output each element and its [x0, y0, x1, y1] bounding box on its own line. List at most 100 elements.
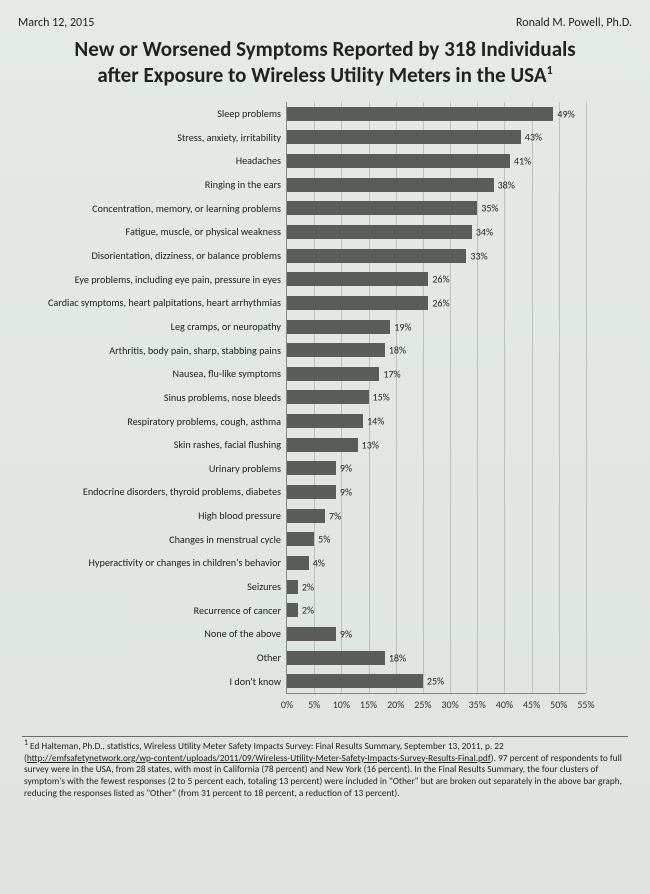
chart-bar — [287, 603, 298, 617]
chart-x-tick: 10% — [333, 698, 350, 711]
document-date: March 12, 2015 — [18, 16, 94, 30]
chart-row: Leg cramps, or neuropathy19% — [287, 315, 586, 339]
chart-x-tick: 5% — [308, 698, 320, 711]
chart-bar — [287, 178, 494, 192]
chart-bar — [287, 390, 369, 404]
chart-x-tick: 45% — [523, 698, 540, 711]
chart-row: Respiratory problems, cough, asthma14% — [287, 409, 586, 433]
chart-value-label: 26% — [432, 273, 449, 286]
chart-plot-area: 0%5%10%15%20%25%30%35%40%45%50%55%Sleep … — [286, 102, 586, 694]
chart-bar — [287, 532, 314, 546]
chart-row: Skin rashes, facial flushing13% — [287, 433, 586, 457]
chart-value-label: 25% — [427, 675, 444, 688]
chart-bar — [287, 627, 336, 641]
chart-x-tick: 30% — [441, 698, 458, 711]
chart-row-label: Recurrence of cancer — [33, 605, 287, 616]
chart-row: Sleep problems49% — [287, 102, 586, 126]
chart-bar — [287, 509, 325, 523]
chart-bar — [287, 461, 336, 475]
chart-x-tick: 50% — [550, 698, 567, 711]
footnote-separator — [22, 736, 628, 737]
chart-row-label: Stress, anxiety, irritability — [33, 132, 287, 143]
chart-bar — [287, 580, 298, 594]
chart-bar — [287, 485, 336, 499]
chart-row: I don't know25% — [287, 669, 586, 693]
chart-row: None of the above9% — [287, 622, 586, 646]
chart-bar — [287, 201, 477, 215]
chart-value-label: 34% — [476, 226, 493, 239]
header-row: March 12, 2015 Ronald M. Powell, Ph.D. — [18, 16, 632, 30]
chart-row: Seizures2% — [287, 575, 586, 599]
chart-value-label: 4% — [313, 556, 325, 569]
chart-row: Sinus problems, nose bleeds15% — [287, 386, 586, 410]
chart-row-label: Sinus problems, nose bleeds — [33, 392, 287, 403]
chart-row: Stress, anxiety, irritability43% — [287, 126, 586, 150]
chart-row-label: Seizures — [33, 581, 287, 592]
chart-row-label: Hyperactivity or changes in children's b… — [33, 557, 287, 568]
chart-row: Changes in menstrual cycle5% — [287, 528, 586, 552]
chart-row-label: Other — [33, 652, 287, 663]
chart-row: Nausea, flu-like symptoms17% — [287, 362, 586, 386]
chart-value-label: 7% — [329, 509, 341, 522]
chart-value-label: 2% — [302, 580, 314, 593]
chart-value-label: 35% — [481, 202, 498, 215]
chart-x-tick: 25% — [414, 698, 431, 711]
chart-row-label: Eye problems, including eye pain, pressu… — [33, 274, 287, 285]
chart-bar — [287, 438, 358, 452]
chart-value-label: 38% — [498, 178, 515, 191]
footnote: 1 Ed Halteman, Ph.D., statistics, Wirele… — [24, 739, 626, 799]
chart-row: Concentration, memory, or learning probl… — [287, 197, 586, 221]
chart-x-tick: 40% — [496, 698, 513, 711]
chart-row: Arthritis, body pain, sharp, stabbing pa… — [287, 338, 586, 362]
chart-row-label: Changes in menstrual cycle — [33, 534, 287, 545]
chart-value-label: 41% — [514, 155, 531, 168]
document-author: Ronald M. Powell, Ph.D. — [516, 16, 632, 30]
document-title: New or Worsened Symptoms Reported by 318… — [28, 36, 622, 88]
chart-bar — [287, 674, 423, 688]
chart-x-tick: 15% — [360, 698, 377, 711]
chart-value-label: 9% — [340, 627, 352, 640]
chart-row: Cardiac symptoms, heart palpitations, he… — [287, 291, 586, 315]
footnote-url: http://emfsafetynetwork.org/wp-content/u… — [27, 753, 491, 764]
chart-row-label: None of the above — [33, 628, 287, 639]
chart-value-label: 2% — [302, 604, 314, 617]
title-footnote-marker: 1 — [547, 64, 553, 78]
chart-bar — [287, 272, 428, 286]
chart-row: Eye problems, including eye pain, pressu… — [287, 267, 586, 291]
chart-bar — [287, 367, 379, 381]
chart-x-tick: 35% — [469, 698, 486, 711]
chart-gridline — [586, 102, 587, 693]
chart-row: Headaches41% — [287, 149, 586, 173]
chart-row-label: Urinary problems — [33, 463, 287, 474]
chart-value-label: 5% — [318, 533, 330, 546]
chart-value-label: 14% — [367, 415, 384, 428]
chart-value-label: 17% — [383, 367, 400, 380]
chart-x-tick: 55% — [577, 698, 594, 711]
chart-bar — [287, 107, 553, 121]
chart-bar — [287, 249, 466, 263]
chart-row: Urinary problems9% — [287, 457, 586, 481]
chart-row: Ringing in the ears38% — [287, 173, 586, 197]
symptom-bar-chart: 0%5%10%15%20%25%30%35%40%45%50%55%Sleep … — [28, 102, 616, 726]
chart-row: Other18% — [287, 646, 586, 670]
chart-row-label: Ringing in the ears — [33, 179, 287, 190]
chart-row: Endocrine disorders, thyroid problems, d… — [287, 480, 586, 504]
chart-row-label: Concentration, memory, or learning probl… — [33, 203, 287, 214]
chart-value-label: 18% — [389, 344, 406, 357]
chart-row-label: Endocrine disorders, thyroid problems, d… — [33, 486, 287, 497]
chart-bar — [287, 296, 428, 310]
chart-row: Hyperactivity or changes in children's b… — [287, 551, 586, 575]
chart-row: Recurrence of cancer2% — [287, 598, 586, 622]
chart-row-label: Leg cramps, or neuropathy — [33, 321, 287, 332]
chart-value-label: 13% — [362, 438, 379, 451]
chart-bar — [287, 651, 385, 665]
chart-bar — [287, 343, 385, 357]
chart-x-tick: 0% — [281, 698, 293, 711]
chart-row: Fatigue, muscle, or physical weakness34% — [287, 220, 586, 244]
chart-row-label: Nausea, flu-like symptoms — [33, 368, 287, 379]
chart-bar — [287, 556, 309, 570]
chart-row-label: I don't know — [33, 676, 287, 687]
chart-value-label: 19% — [394, 320, 411, 333]
chart-bar — [287, 320, 390, 334]
chart-row: High blood pressure7% — [287, 504, 586, 528]
